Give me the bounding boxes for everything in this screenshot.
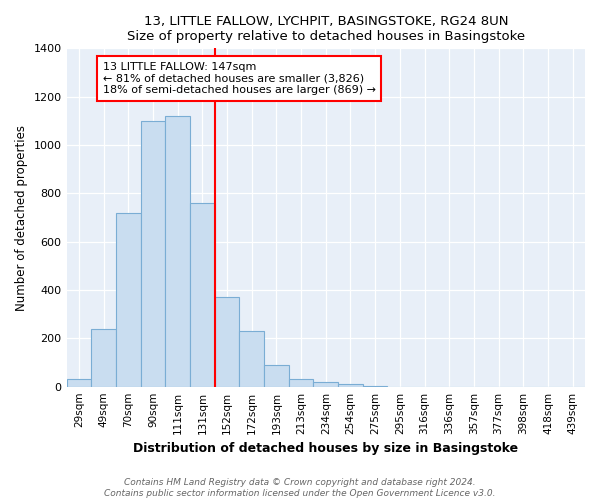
Bar [264,365,289,386]
Bar [140,121,165,386]
Bar [190,203,215,386]
Text: 13 LITTLE FALLOW: 147sqm
← 81% of detached houses are smaller (3,826)
18% of sem: 13 LITTLE FALLOW: 147sqm ← 81% of detach… [103,62,376,95]
Y-axis label: Number of detached properties: Number of detached properties [15,124,28,310]
Bar [239,331,264,386]
Bar [116,212,140,386]
Title: 13, LITTLE FALLOW, LYCHPIT, BASINGSTOKE, RG24 8UN
Size of property relative to d: 13, LITTLE FALLOW, LYCHPIT, BASINGSTOKE,… [127,15,525,43]
Bar [289,380,313,386]
Bar [165,116,190,386]
Bar [313,382,338,386]
Bar [338,384,363,386]
X-axis label: Distribution of detached houses by size in Basingstoke: Distribution of detached houses by size … [133,442,518,455]
Bar [67,380,91,386]
Text: Contains HM Land Registry data © Crown copyright and database right 2024.
Contai: Contains HM Land Registry data © Crown c… [104,478,496,498]
Bar [91,328,116,386]
Bar [215,298,239,386]
